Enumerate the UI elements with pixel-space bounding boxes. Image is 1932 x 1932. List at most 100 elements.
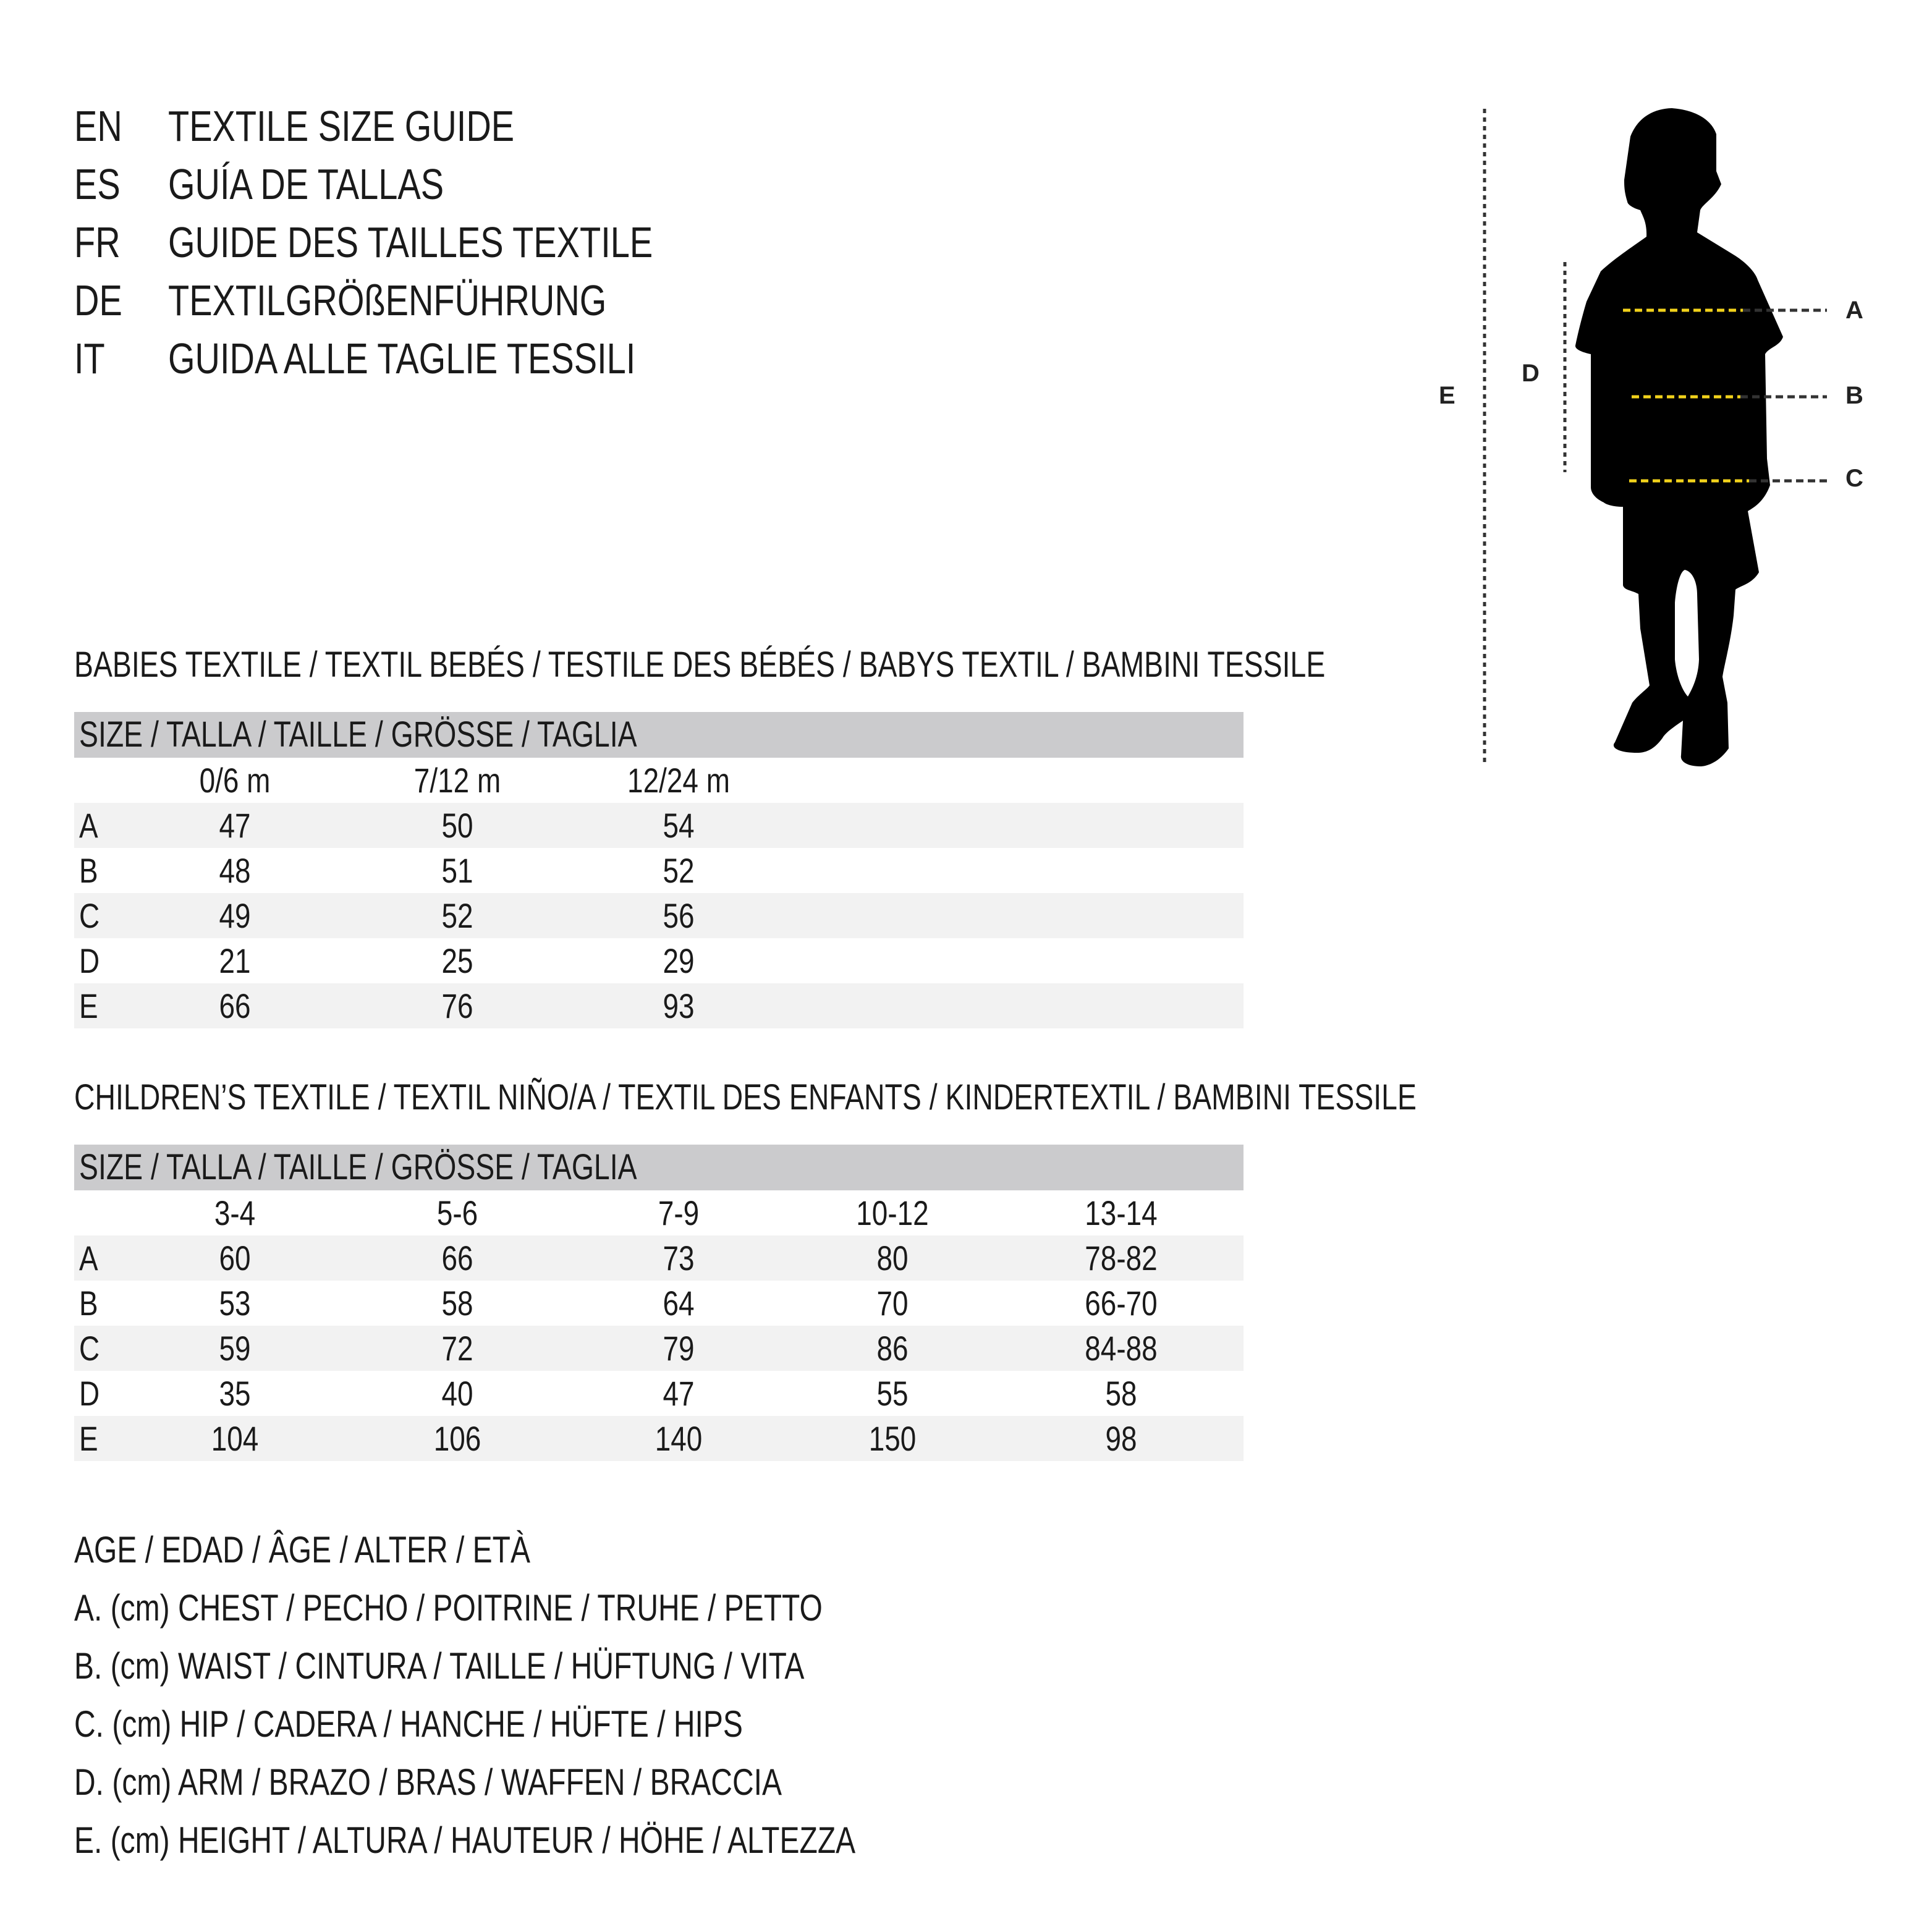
children-size-table: SIZE / TALLA / TAILLE / GRÖSSE / TAGLIA 3… — [74, 1145, 1244, 1461]
table-cell: 79 — [663, 1329, 695, 1368]
column-header: 0/6 m — [199, 761, 271, 800]
table-cell: 78-82 — [1085, 1239, 1158, 1277]
table-row: C 59 72 79 86 84-88 — [74, 1326, 1244, 1371]
table-cell: 104 — [211, 1419, 259, 1458]
table-cell: 140 — [655, 1419, 703, 1458]
title-text: TEXTILGRÖßENFÜHRUNG — [168, 276, 607, 324]
table-cell: 53 — [219, 1284, 251, 1323]
table-cell: 98 — [1105, 1419, 1137, 1458]
title-text: GUÍA DE TALLAS — [168, 160, 444, 208]
table-cell: 48 — [219, 851, 251, 890]
size-header-text: SIZE / TALLA / TAILLE / GRÖSSE / TAGLIA — [79, 1147, 637, 1187]
lang-code: DE — [74, 276, 122, 324]
column-header: 10-12 — [856, 1193, 929, 1232]
table-row: E 104 106 140 150 98 — [74, 1416, 1244, 1461]
row-label: B — [79, 851, 98, 890]
table-cell: 21 — [219, 941, 251, 980]
table-cell: 51 — [441, 851, 473, 890]
legend-text: C. (cm) HIP / CADERA / HANCHE / HÜFTE / … — [74, 1703, 743, 1745]
label-e: E — [1439, 382, 1455, 409]
table-row: C 49 52 56 — [74, 893, 1244, 938]
row-label: A — [79, 806, 98, 845]
size-header-bar: SIZE / TALLA / TAILLE / GRÖSSE / TAGLIA — [74, 1145, 1244, 1190]
table-cell: 40 — [441, 1374, 473, 1413]
row-label: D — [79, 1374, 100, 1413]
table-cell: 25 — [441, 941, 473, 980]
legend-height: E. (cm) HEIGHT / ALTURA / HAUTEUR / HÖHE… — [74, 1811, 1310, 1870]
label-c: C — [1845, 465, 1863, 492]
size-header-bar: SIZE / TALLA / TAILLE / GRÖSSE / TAGLIA — [74, 712, 1244, 758]
babies-heading: BABIES TEXTILE / TEXTIL BEBÉS / TESTILE … — [74, 643, 1928, 687]
babies-size-table: SIZE / TALLA / TAILLE / GRÖSSE / TAGLIA 0… — [74, 712, 1244, 1028]
column-header-row: 3-4 5-6 7-9 10-12 13-14 — [74, 1190, 1244, 1235]
table-cell: 84-88 — [1085, 1329, 1158, 1368]
column-header: 12/24 m — [627, 761, 730, 800]
table-cell: 35 — [219, 1374, 251, 1413]
table-cell: 80 — [876, 1239, 909, 1277]
babies-heading-text: BABIES TEXTILE / TEXTIL BEBÉS / TESTILE … — [74, 645, 1326, 685]
legend-text: E. (cm) HEIGHT / ALTURA / HAUTEUR / HÖHE… — [74, 1820, 856, 1861]
column-header: 3-4 — [214, 1193, 256, 1232]
child-silhouette — [1575, 108, 1783, 766]
table-cell: 55 — [876, 1374, 909, 1413]
table-cell: 54 — [663, 806, 695, 845]
table-cell: 47 — [219, 806, 251, 845]
title-text: GUIDE DES TAILLES TEXTILE — [168, 218, 653, 266]
table-cell: 60 — [219, 1239, 251, 1277]
table-row: D 21 25 29 — [74, 938, 1244, 983]
table-cell: 58 — [441, 1284, 473, 1323]
column-header: 7/12 m — [413, 761, 501, 800]
title-de: DE TEXTILGRÖßENFÜHRUNG — [74, 271, 939, 329]
label-b: B — [1845, 382, 1863, 409]
table-cell: 56 — [663, 896, 695, 935]
row-label: B — [79, 1284, 98, 1323]
lang-code: ES — [74, 160, 121, 208]
legend-text: D. (cm) ARM / BRAZO / BRAS / WAFFEN / BR… — [74, 1761, 782, 1803]
title-it: IT GUIDA ALLE TAGLIE TESSILI — [74, 329, 939, 388]
table-row: B 53 58 64 70 66-70 — [74, 1281, 1244, 1326]
row-label: E — [79, 986, 98, 1025]
table-cell: 86 — [876, 1329, 909, 1368]
table-cell: 73 — [663, 1239, 695, 1277]
legend-text: A. (cm) CHEST / PECHO / POITRINE / TRUHE… — [74, 1587, 823, 1629]
table-cell: 106 — [433, 1419, 481, 1458]
table-cell: 47 — [663, 1374, 695, 1413]
table-row: D 35 40 47 55 58 — [74, 1371, 1244, 1416]
label-a: A — [1845, 297, 1863, 324]
table-cell: 50 — [441, 806, 473, 845]
table-cell: 58 — [1105, 1374, 1137, 1413]
table-cell: 76 — [441, 986, 473, 1025]
table-row: A 60 66 73 80 78-82 — [74, 1235, 1244, 1281]
legend-age: AGE / EDAD / ÂGE / ALTER / ETÀ — [74, 1521, 1310, 1579]
children-heading: CHILDREN’S TEXTILE / TEXTIL NIÑO/A / TEX… — [74, 1076, 1928, 1119]
legend-hip: C. (cm) HIP / CADERA / HANCHE / HÜFTE / … — [74, 1695, 1310, 1753]
column-header: 13-14 — [1085, 1193, 1158, 1232]
title-text: TEXTILE SIZE GUIDE — [168, 102, 515, 150]
row-label: D — [79, 941, 100, 980]
legend-arm: D. (cm) ARM / BRAZO / BRAS / WAFFEN / BR… — [74, 1753, 1310, 1811]
column-header: 5-6 — [436, 1193, 478, 1232]
table-cell: 52 — [441, 896, 473, 935]
table-cell: 52 — [663, 851, 695, 890]
table-cell: 93 — [663, 986, 695, 1025]
row-label: C — [79, 896, 100, 935]
legend-chest: A. (cm) CHEST / PECHO / POITRINE / TRUHE… — [74, 1579, 1310, 1637]
table-cell: 64 — [663, 1284, 695, 1323]
table-cell: 72 — [441, 1329, 473, 1368]
table-row: E 66 76 93 — [74, 983, 1244, 1028]
legend-text: AGE / EDAD / ÂGE / ALTER / ETÀ — [74, 1529, 530, 1570]
table-cell: 70 — [876, 1284, 909, 1323]
table-cell: 49 — [219, 896, 251, 935]
column-header-row: 0/6 m 7/12 m 12/24 m — [74, 758, 1244, 803]
title-en: EN TEXTILE SIZE GUIDE — [74, 97, 939, 155]
table-cell: 66 — [219, 986, 251, 1025]
table-row: A 47 50 54 — [74, 803, 1244, 848]
label-d: D — [1522, 360, 1540, 387]
table-row: B 48 51 52 — [74, 848, 1244, 893]
table-cell: 29 — [663, 941, 695, 980]
title-fr: FR GUIDE DES TAILLES TEXTILE — [74, 213, 939, 271]
row-label: E — [79, 1419, 98, 1458]
column-header: 7-9 — [658, 1193, 700, 1232]
lang-code: EN — [74, 102, 122, 150]
size-header-text: SIZE / TALLA / TAILLE / GRÖSSE / TAGLIA — [79, 714, 637, 755]
